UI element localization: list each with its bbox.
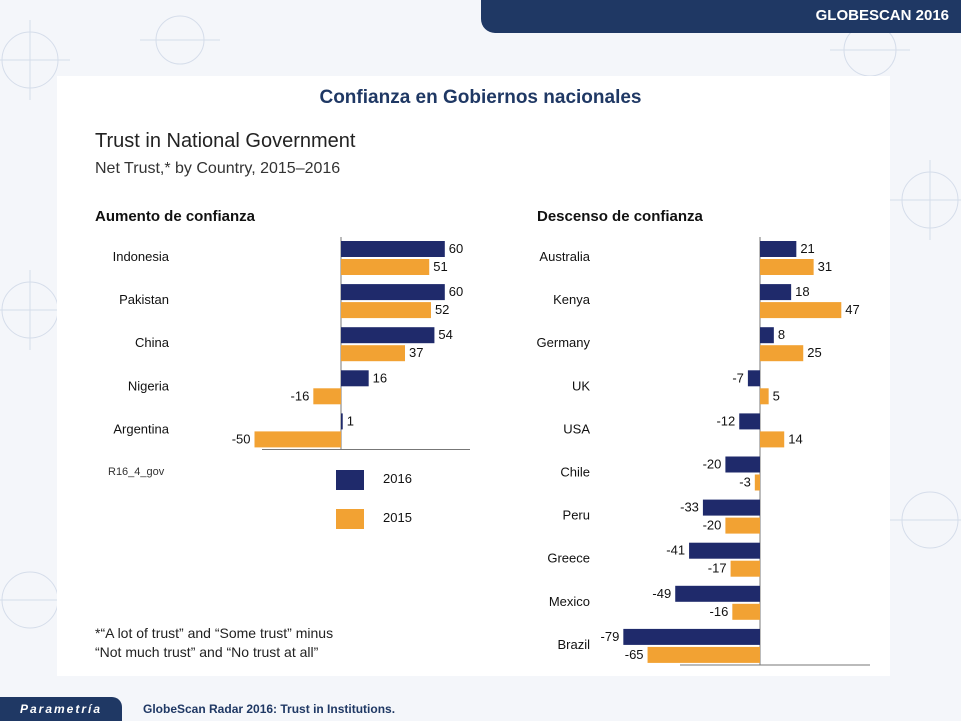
chart0-data-label-2016: 54 <box>438 327 452 342</box>
chart1-bar-2015 <box>760 259 814 275</box>
header-brand: GLOBESCAN 2016 <box>815 7 949 24</box>
chart1-data-label-2015: -3 <box>739 475 751 490</box>
chart0-data-label-2015: 37 <box>409 345 423 360</box>
chart0-bar-2016 <box>341 284 445 301</box>
chart1-bar-2015 <box>760 302 842 319</box>
legend-label-2016: 2016 <box>383 471 412 486</box>
chart0-category-label: Pakistan <box>119 292 169 307</box>
source-code: R16_4_gov <box>108 466 165 478</box>
footer-text: GlobeScan Radar 2016: Trust in Instituti… <box>143 702 396 716</box>
chart0-bar-2015 <box>341 259 430 275</box>
chart1-category-label: Chile <box>560 465 590 480</box>
chart1-bar-2016 <box>702 499 760 516</box>
chart1-bar-2016 <box>739 413 760 430</box>
chart1-category-label: Peru <box>563 508 590 523</box>
chart1-data-label-2015: 47 <box>845 302 859 317</box>
footer: Parametría GlobeScan Radar 2016: Trust i… <box>0 697 961 721</box>
chart1-bar-2016 <box>760 284 792 301</box>
chart1-category-label: Australia <box>539 249 590 264</box>
parametria-logo: Parametría <box>0 697 122 721</box>
chart1-bar-2016 <box>689 542 760 559</box>
chart1-data-label-2015: -20 <box>703 518 722 533</box>
header-bar: GLOBESCAN 2016 <box>481 0 961 33</box>
chart1-data-label-2016: -49 <box>652 586 671 601</box>
chart0-data-label-2015: 51 <box>433 259 447 274</box>
slide-title: Confianza en Gobiernos nacionales <box>319 87 642 108</box>
chart0-bar-2015 <box>313 388 341 405</box>
chart0-bar-2016 <box>341 370 369 387</box>
chart1-data-label-2016: -41 <box>666 543 685 558</box>
chart1-bar-2016 <box>725 456 760 473</box>
left-section-title: Aumento de confianza <box>95 208 256 225</box>
chart1-bar-2015 <box>760 345 804 362</box>
chart0-data-label-2015: 52 <box>435 302 449 317</box>
chart0-category-label: China <box>135 335 170 350</box>
chart0-bar-2016 <box>341 241 445 257</box>
legend-swatch-2015 <box>336 509 364 529</box>
chart1-data-label-2015: 25 <box>807 345 821 360</box>
chart1-bar-2015 <box>647 646 760 663</box>
chart1-data-label-2016: 18 <box>795 284 809 299</box>
chart0-data-label-2015: -16 <box>291 388 310 403</box>
chart1-data-label-2015: 14 <box>788 431 802 446</box>
chart1-data-label-2015: 5 <box>773 388 780 403</box>
chart1-data-label-2016: 21 <box>800 241 814 256</box>
chart1-data-label-2016: -20 <box>703 457 722 472</box>
chart1-category-label: Germany <box>537 335 591 350</box>
legend-swatch-2016 <box>336 470 364 490</box>
chart0-data-label-2016: 60 <box>449 284 463 299</box>
right-section-title: Descenso de confianza <box>537 208 703 225</box>
chart1-category-label: Mexico <box>549 594 590 609</box>
chart1-bar-2015 <box>754 474 760 491</box>
chart1-bar-2015 <box>725 517 760 534</box>
chart0-category-label: Indonesia <box>113 249 170 264</box>
chart0-data-label-2015: -50 <box>232 431 251 446</box>
legend-label-2015: 2015 <box>383 510 412 525</box>
chart-title: Trust in National Government <box>95 130 356 152</box>
chart1-data-label-2015: 31 <box>818 259 832 274</box>
chart0-category-label: Argentina <box>113 421 169 436</box>
footnote-line2: “Not much trust” and “No trust at all” <box>95 644 319 660</box>
chart1-bar-2016 <box>760 241 797 257</box>
chart1-data-label-2016: 8 <box>778 327 785 342</box>
chart0-data-label-2016: 60 <box>449 241 463 256</box>
chart1-data-label-2015: -65 <box>625 647 644 662</box>
chart1-category-label: Greece <box>547 551 590 566</box>
chart1-bar-2015 <box>760 388 769 405</box>
chart1-data-label-2016: -33 <box>680 500 699 515</box>
chart1-category-label: Kenya <box>553 292 591 307</box>
chart1-bar-2015 <box>732 603 760 620</box>
chart1-data-label-2015: -17 <box>708 561 727 576</box>
chart0-data-label-2016: 16 <box>373 370 387 385</box>
chart0-bar-2016 <box>341 327 435 344</box>
chart0-bar-2015 <box>341 345 406 362</box>
chart1-data-label-2016: -12 <box>716 413 735 428</box>
chart0-data-label-2016: 1 <box>347 413 354 428</box>
chart1-bar-2015 <box>730 560 760 577</box>
chart1-data-label-2015: -16 <box>710 604 729 619</box>
chart0-category-label: Nigeria <box>128 378 170 393</box>
chart1-category-label: UK <box>572 378 590 393</box>
chart1-category-label: Brazil <box>557 637 590 652</box>
chart1-data-label-2016: -7 <box>732 370 744 385</box>
chart0-bar-2016 <box>341 413 343 430</box>
chart1-data-label-2016: -79 <box>601 629 620 644</box>
chart0-bar-2015 <box>254 431 341 448</box>
chart1-category-label: USA <box>563 421 590 436</box>
chart1-bar-2015 <box>760 431 785 448</box>
chart1-bar-2016 <box>747 370 760 387</box>
chart1-bar-2016 <box>675 585 760 602</box>
chart1-bar-2016 <box>760 327 774 344</box>
chart-subtitle: Net Trust,* by Country, 2015–2016 <box>95 160 341 177</box>
footnote: *“A lot of trust” and “Some trust” minus… <box>95 624 333 662</box>
chart1-bar-2016 <box>623 628 760 645</box>
footnote-line1: *“A lot of trust” and “Some trust” minus <box>95 625 334 641</box>
chart0-bar-2015 <box>341 302 431 319</box>
